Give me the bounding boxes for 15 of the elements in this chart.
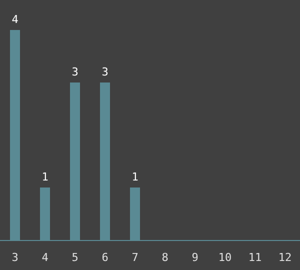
x-tick-label: 3 <box>12 251 18 264</box>
data-label: 3 <box>72 66 78 78</box>
x-tick-label: 10 <box>218 251 232 264</box>
x-tick-label: 12 <box>278 251 292 264</box>
x-tick-label: 4 <box>42 251 49 264</box>
data-label: 4 <box>12 13 19 26</box>
x-tick-label: 6 <box>102 251 108 264</box>
x-tick-label: 5 <box>72 251 78 264</box>
x-tick-label: 9 <box>192 251 198 264</box>
x-tick-label: 8 <box>162 251 168 264</box>
data-label: 1 <box>42 170 48 184</box>
x-tick-label: 11 <box>248 251 262 264</box>
x-tick-label: 7 <box>132 251 138 264</box>
data-label: 3 <box>102 66 108 78</box>
data-label: 1 <box>132 170 138 184</box>
